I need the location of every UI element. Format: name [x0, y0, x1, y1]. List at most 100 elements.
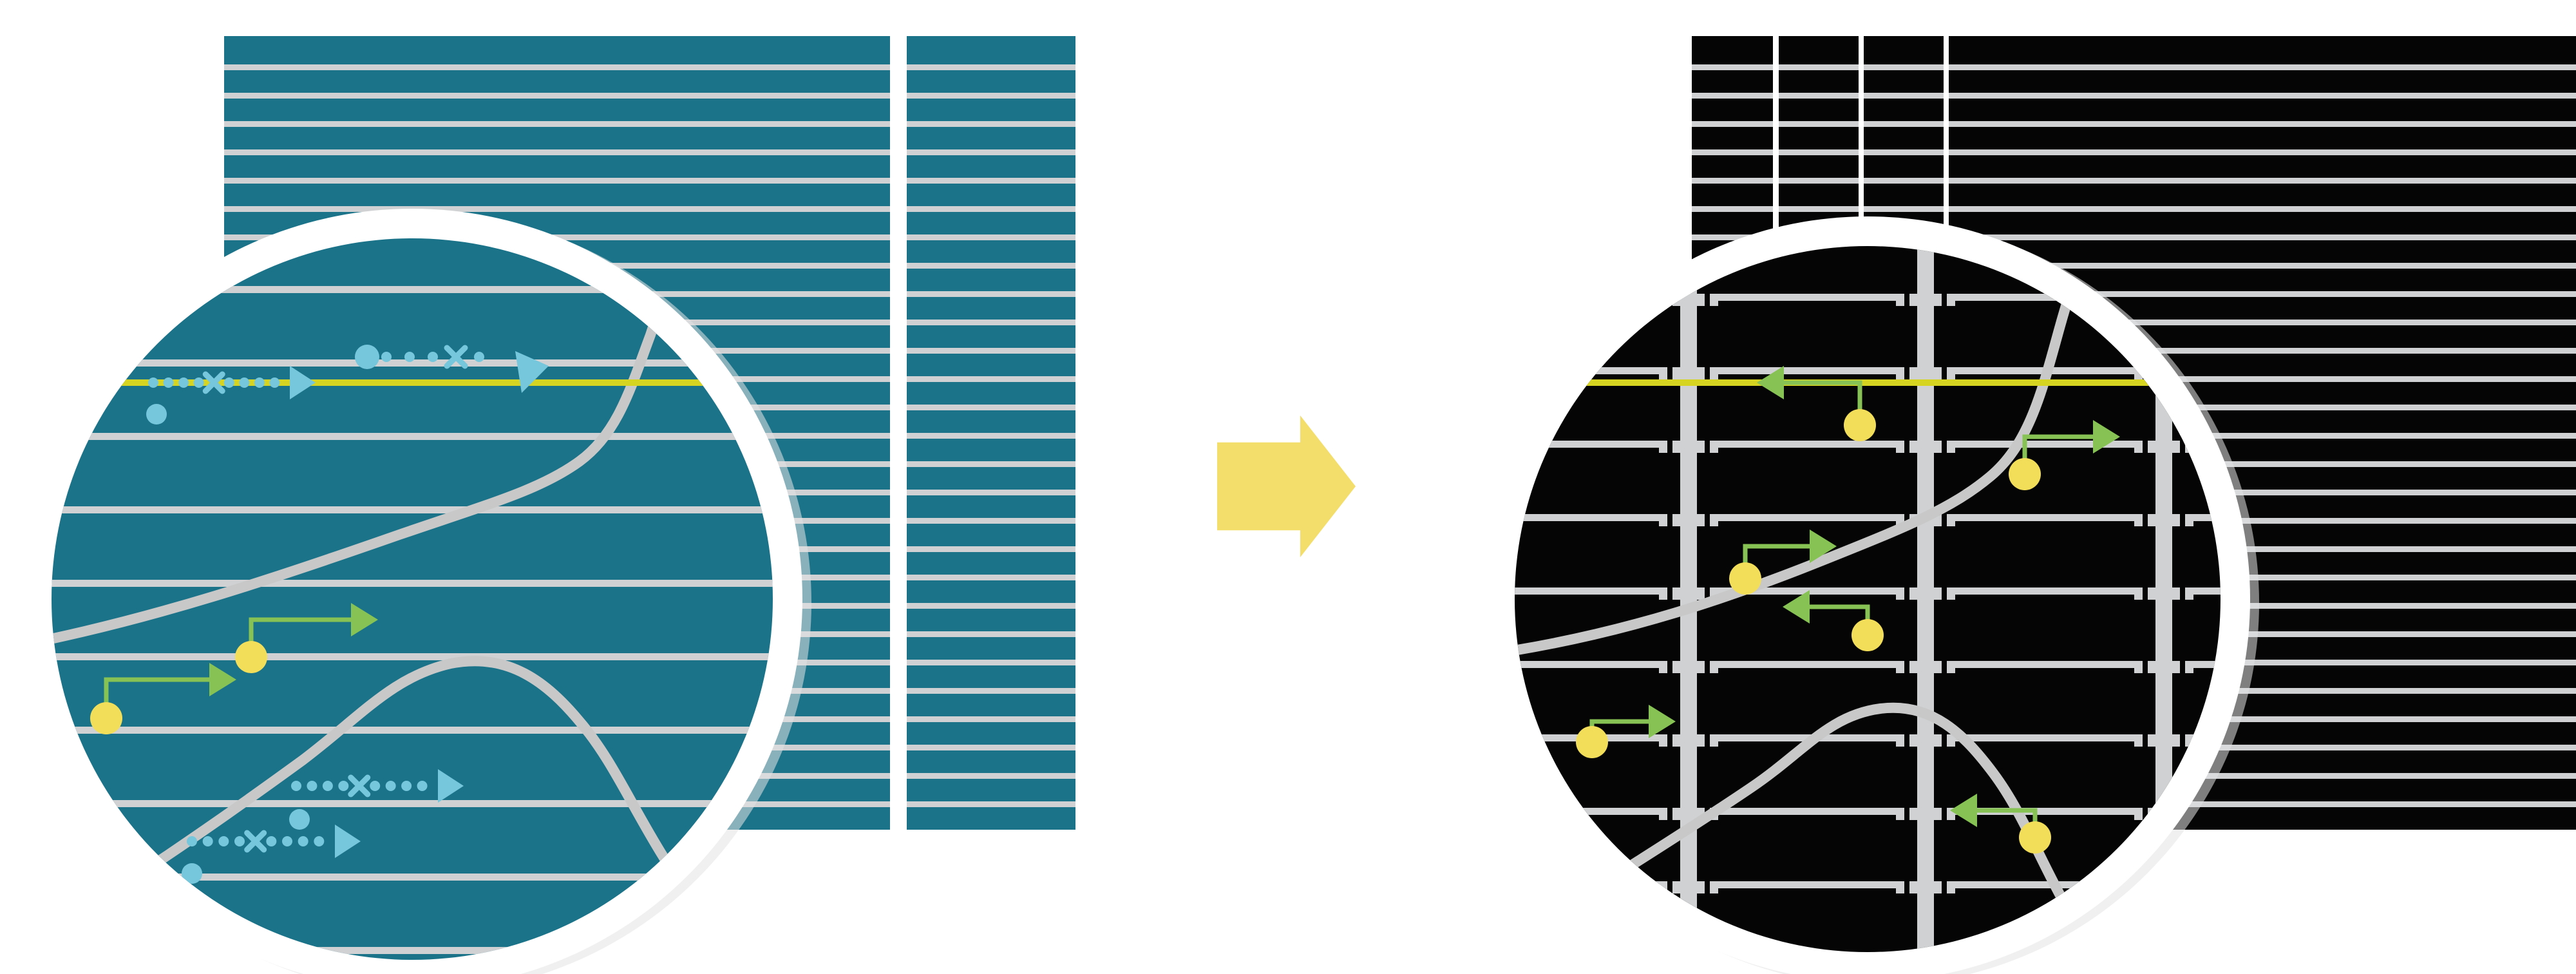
marker-dot	[1576, 726, 1608, 758]
transition-arrow-icon	[1217, 415, 1356, 557]
lens-grid-horizontal	[1515, 367, 2221, 374]
vertical-bar-gap	[1667, 216, 1672, 237]
dotted-track	[289, 769, 464, 830]
vertical-bar-gap	[1904, 656, 1909, 678]
track-dot	[428, 352, 438, 362]
elbow-arrowhead	[1950, 794, 1977, 827]
track-dot	[307, 781, 317, 791]
marker-dot	[235, 641, 267, 673]
track-x-marker	[348, 774, 371, 797]
vertical-bar-gap	[1942, 436, 1947, 457]
stripe-line	[1692, 234, 1773, 240]
vertical-bar-gap	[2180, 656, 2185, 678]
stripe-line	[1949, 348, 2576, 354]
stripe-line	[1949, 206, 2576, 212]
vertical-bar-notch	[2134, 661, 2193, 673]
lens-stripe-line	[52, 727, 773, 734]
stripe-line	[907, 263, 1075, 269]
track-dot	[401, 781, 412, 791]
track-origin-dot	[146, 404, 167, 425]
stripe-line	[1949, 263, 2576, 269]
track-dot	[404, 352, 415, 362]
stripe-line	[1949, 234, 2576, 240]
stripe-line	[224, 93, 890, 99]
lens-stripe-line	[52, 653, 773, 660]
track-arrowhead	[290, 366, 316, 399]
stripe-line	[1949, 518, 2576, 524]
vertical-bar-gap	[1942, 510, 1947, 531]
stripe-line	[1949, 320, 2576, 325]
stripe-line	[1692, 93, 1773, 99]
after-marker-5	[1576, 705, 1676, 758]
stripe-line	[1949, 745, 2576, 750]
lens-grid-horizontal	[1515, 514, 2221, 521]
dotted-track	[146, 366, 316, 425]
vertical-bar-notch	[1896, 367, 1955, 379]
stripe-line	[907, 206, 1075, 212]
stripe-line	[907, 773, 1075, 779]
stripe-line	[1949, 291, 2576, 297]
elbow-arrowhead	[2093, 420, 2120, 454]
vertical-bar-gap	[1904, 803, 1909, 825]
vertical-bar-gap	[1667, 803, 1672, 825]
vertical-bar-gap	[1705, 877, 1710, 898]
vertical-bar-gap	[1667, 436, 1672, 457]
vertical-bar-gap	[1904, 583, 1909, 604]
vertical-bar-gap	[2180, 436, 2185, 457]
stripe-line	[1949, 575, 2576, 580]
marker-dot	[2019, 821, 2051, 854]
track-dot	[338, 781, 349, 791]
vertical-bar-notch	[2134, 441, 2193, 453]
lens-stripe-line	[52, 800, 773, 807]
vertical-bar-gap	[1667, 950, 1672, 952]
vertical-bar-notch	[1659, 661, 1718, 673]
right-map-group	[1485, 36, 2576, 974]
before-marker-1	[235, 603, 378, 673]
track-dot	[322, 781, 333, 791]
lens-grid-horizontal	[1515, 881, 2221, 888]
track-dot	[417, 781, 428, 791]
left-lens-background	[52, 238, 773, 960]
stripe-line	[907, 376, 1075, 382]
vertical-bar-gap	[2143, 656, 2148, 678]
vertical-bar-gap	[1705, 730, 1710, 751]
stripe-line	[1864, 93, 1944, 99]
stripe-line	[907, 291, 1075, 297]
vertical-bar-gap	[1705, 950, 1710, 952]
elbow-arrowhead	[209, 663, 236, 696]
track-origin-dot	[355, 345, 379, 369]
stripe-line	[1864, 64, 1944, 70]
dotted-track	[182, 825, 361, 884]
stripe-line	[1692, 121, 1773, 127]
track-origin-dot	[289, 809, 310, 830]
stripe-line	[1949, 121, 2576, 127]
stripe-line	[1949, 490, 2576, 495]
stripe-line	[1779, 178, 1859, 184]
stripe-line	[224, 206, 890, 212]
track-dot	[474, 352, 484, 362]
stripe-line	[224, 149, 890, 155]
vertical-bar-gap	[1705, 436, 1710, 457]
track-arrowhead	[438, 769, 464, 803]
lens-stripe-line	[52, 874, 773, 881]
vertical-bar-gap	[1667, 363, 1672, 384]
vertical-bar-gap	[1705, 583, 1710, 604]
left-lens-content	[52, 238, 773, 954]
stripe-line	[1779, 121, 1859, 127]
stripe-line	[1949, 433, 2576, 439]
track-dot	[163, 377, 174, 388]
vertical-bar-gap	[1667, 583, 1672, 604]
right-highlight-line	[1515, 379, 2221, 386]
stripe-line	[907, 121, 1075, 127]
stripe-line	[907, 716, 1075, 722]
vertical-bar-gap	[2143, 583, 2148, 604]
track-dot	[239, 377, 250, 388]
vertical-bar-gap	[1667, 656, 1672, 678]
vertical-bar-notch	[1896, 734, 1955, 747]
stripe-line	[1949, 773, 2576, 779]
vertical-bar-gap	[2180, 877, 2185, 898]
vertical-bar-gap	[1705, 363, 1710, 384]
track-x-marker	[244, 830, 267, 853]
lens-stripe-line	[52, 286, 773, 293]
